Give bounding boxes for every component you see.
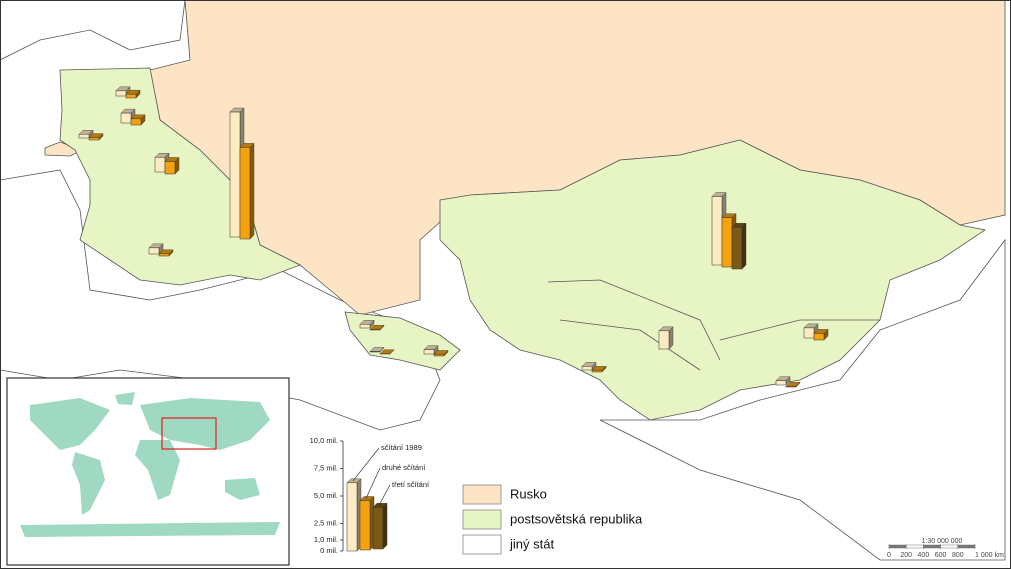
bar [154, 157, 166, 173]
continent [140, 398, 270, 450]
country-shape [599, 238, 1006, 561]
bar [581, 366, 593, 371]
inset-world [20, 392, 280, 537]
bar [721, 217, 733, 268]
bar [423, 349, 435, 355]
continent [20, 522, 280, 537]
scale-ratio: 1:30 000 000 [922, 538, 963, 545]
country-shape [0, 0, 186, 61]
bar [229, 111, 241, 238]
bar [658, 330, 670, 350]
bar [775, 380, 787, 386]
bar [120, 112, 132, 124]
legend-tick-label: 2,5 mil. [314, 518, 338, 527]
scale-label: 0 [887, 552, 891, 559]
series-label: druhé sčítání [382, 463, 426, 472]
scale-bar: 1:30 000 000 0 200 400 600 800 1 000 km [887, 538, 1004, 559]
bar [731, 227, 743, 270]
post-soviet-shape [439, 139, 987, 421]
bar-legend: 0 mil. 1,0 mil. 2,5 mil. 5,0 mil. 7,5 mil. 10… [310, 436, 430, 555]
bar [125, 93, 137, 99]
legend-swatch [462, 509, 502, 530]
scale-label: 400 [918, 552, 930, 559]
legend-label: jiný stát [509, 536, 554, 551]
legend-tick-label: 7,5 mil. [314, 463, 338, 472]
legend-tick-label: 0 mil. [320, 546, 338, 555]
series-label: třetí sčítání [392, 480, 430, 489]
scale-label: 1 000 km [975, 552, 1004, 559]
scale-segment [957, 544, 976, 549]
legend-label: postsovětská republika [510, 511, 643, 526]
bar [433, 354, 445, 357]
legend-tick-label: 1,0 mil. [314, 535, 338, 544]
bar [78, 134, 90, 139]
legend-leader [352, 447, 380, 482]
bar [591, 370, 603, 373]
inset-extent [161, 417, 217, 450]
bar [130, 118, 142, 126]
bar-side [741, 222, 747, 270]
legend-tick-label: 5,0 mil. [314, 491, 338, 500]
scale-segment [940, 544, 959, 549]
legend-swatch [462, 534, 502, 555]
bar [346, 482, 358, 552]
scale-label: 600 [935, 552, 947, 559]
continent [115, 392, 135, 405]
continent [135, 440, 180, 500]
bar-side [382, 502, 388, 550]
bar-layer [78, 86, 829, 388]
russia-shape [44, 141, 84, 157]
bar [372, 506, 384, 550]
legend-label: Rusko [510, 486, 547, 501]
bar [158, 253, 170, 257]
legend-swatch [462, 484, 502, 505]
scale-label: 200 [900, 552, 912, 559]
legend-tick-label: 10,0 mil. [310, 436, 338, 445]
scale-segment [923, 544, 941, 549]
series-label: sčítání 1989 [381, 443, 422, 452]
scale-label: 800 [952, 552, 964, 559]
bar [359, 324, 371, 329]
scale-segment [905, 544, 924, 549]
border-line [547, 279, 880, 371]
bar [239, 147, 251, 240]
bar [813, 333, 825, 341]
legend: Rusko postsovětská republika jiný stát [462, 484, 643, 555]
continent [30, 398, 110, 450]
bar [369, 351, 381, 353]
scale-segment [888, 544, 907, 549]
bar [785, 385, 797, 388]
bar [88, 137, 100, 141]
bar [164, 161, 176, 175]
bar [115, 90, 127, 97]
bar-side [249, 142, 255, 240]
bar [711, 196, 723, 266]
continent [225, 478, 260, 500]
legend-leader [365, 467, 381, 499]
bar [803, 327, 815, 339]
bar [359, 500, 371, 551]
bar [369, 328, 381, 331]
legend-leader [378, 484, 391, 506]
continent [72, 452, 105, 515]
bar [148, 247, 160, 255]
